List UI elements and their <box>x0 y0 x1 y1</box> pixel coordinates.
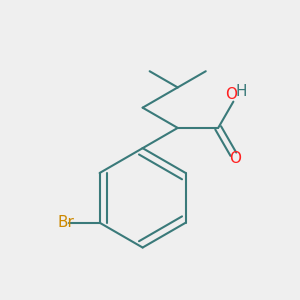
Text: O: O <box>226 88 238 103</box>
Text: Br: Br <box>57 215 74 230</box>
Text: H: H <box>236 84 247 99</box>
Text: O: O <box>229 151 241 166</box>
